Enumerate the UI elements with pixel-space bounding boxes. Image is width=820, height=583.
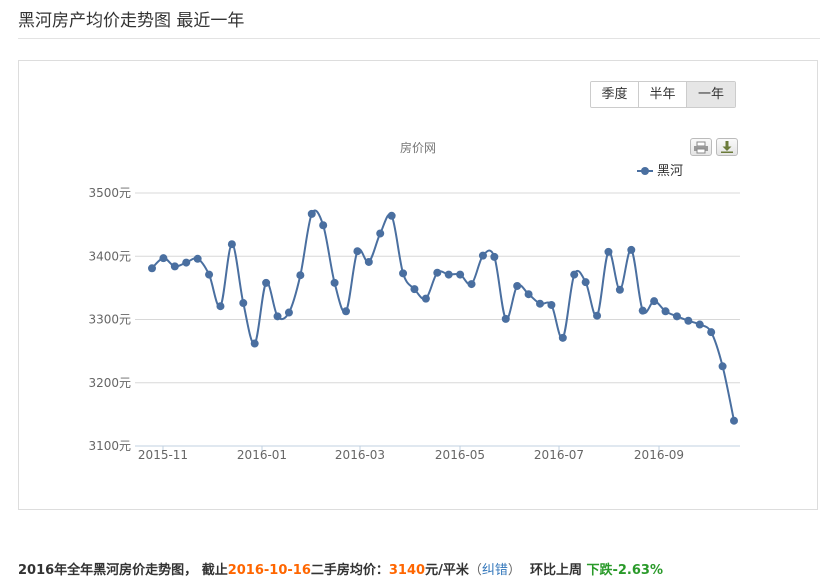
data-point bbox=[421, 294, 430, 303]
data-point bbox=[216, 302, 225, 311]
y-tick-label: 3400元 bbox=[88, 249, 131, 263]
data-point bbox=[501, 314, 510, 323]
x-tick-label: 2016-05 bbox=[435, 448, 485, 462]
data-point bbox=[513, 281, 522, 290]
data-point bbox=[627, 245, 636, 254]
chart-title: 房价网 bbox=[400, 140, 436, 155]
range-tabs: 季度 半年 一年 bbox=[590, 81, 736, 108]
page-title: 黑河房产均价走势图 最近一年 bbox=[18, 11, 245, 31]
data-point bbox=[456, 270, 465, 279]
paren-open: （ bbox=[468, 563, 482, 578]
printer-icon bbox=[694, 141, 708, 154]
data-point bbox=[650, 297, 659, 306]
data-point bbox=[307, 209, 316, 218]
data-point bbox=[250, 339, 259, 348]
data-point bbox=[558, 333, 567, 342]
data-point bbox=[478, 251, 487, 260]
data-point bbox=[581, 278, 590, 287]
data-point bbox=[170, 262, 179, 271]
y-tick-label: 3300元 bbox=[88, 313, 131, 327]
data-point bbox=[227, 240, 236, 249]
data-point bbox=[284, 308, 293, 317]
print-button[interactable] bbox=[690, 138, 712, 156]
data-point bbox=[364, 257, 373, 266]
data-point bbox=[148, 264, 156, 273]
y-tick-label: 3500元 bbox=[88, 186, 131, 200]
tab-half-year[interactable]: 半年 bbox=[639, 82, 687, 107]
data-point bbox=[376, 229, 385, 238]
data-point bbox=[342, 307, 350, 316]
data-point bbox=[205, 270, 214, 279]
data-point bbox=[730, 416, 738, 425]
x-tick-label: 2016-07 bbox=[534, 448, 584, 462]
data-point bbox=[672, 312, 681, 321]
data-point bbox=[547, 300, 556, 309]
x-tick-label: 2016-03 bbox=[335, 448, 385, 462]
title-divider bbox=[18, 38, 820, 39]
data-point bbox=[182, 258, 191, 267]
data-point bbox=[239, 299, 248, 308]
data-point bbox=[536, 299, 544, 308]
correction-link[interactable]: 纠错 bbox=[481, 563, 508, 578]
data-point bbox=[330, 278, 339, 287]
tab-quarter[interactable]: 季度 bbox=[591, 82, 639, 107]
data-point bbox=[604, 247, 613, 256]
data-point bbox=[524, 290, 533, 299]
export-button[interactable] bbox=[716, 138, 738, 156]
data-point bbox=[444, 270, 453, 279]
price-unit: 元/平米 bbox=[425, 563, 469, 578]
data-point bbox=[319, 221, 328, 230]
data-point bbox=[638, 306, 647, 315]
download-icon bbox=[721, 141, 733, 153]
data-point bbox=[467, 280, 476, 289]
legend-marker bbox=[641, 167, 649, 175]
chart-panel bbox=[18, 60, 818, 510]
data-point bbox=[399, 269, 408, 278]
compare-label: 环比上周 bbox=[529, 563, 582, 578]
data-point bbox=[718, 362, 727, 371]
x-tick-label: 2016-09 bbox=[634, 448, 684, 462]
y-tick-label: 3200元 bbox=[88, 376, 131, 390]
change-value: 下跌-2.63% bbox=[586, 563, 663, 578]
data-point bbox=[661, 307, 670, 316]
x-tick-label: 2016-01 bbox=[237, 448, 287, 462]
price-summary: 2016年全年黑河房价走势图， 截止2016-10-16二手房均价：3140元/… bbox=[18, 559, 663, 578]
x-tick-label: 2015-11 bbox=[138, 448, 188, 462]
tab-one-year[interactable]: 一年 bbox=[687, 82, 735, 107]
data-point bbox=[353, 247, 362, 256]
data-point bbox=[615, 285, 624, 294]
data-point bbox=[262, 278, 271, 287]
data-point bbox=[593, 311, 602, 320]
average-price: 3140 bbox=[388, 563, 426, 578]
series-line bbox=[151, 209, 735, 421]
legend-label: 黑河 bbox=[657, 164, 683, 179]
y-tick-label: 3100元 bbox=[88, 439, 131, 453]
data-point bbox=[490, 252, 499, 261]
data-point bbox=[193, 254, 202, 263]
summary-date: 2016-10-16 bbox=[227, 563, 311, 578]
data-point bbox=[273, 312, 282, 321]
summary-middle: 二手房均价： bbox=[310, 563, 389, 578]
data-point bbox=[433, 268, 442, 277]
data-point bbox=[387, 211, 396, 220]
data-point bbox=[695, 320, 704, 329]
data-point bbox=[570, 270, 579, 279]
paren-close: ） bbox=[507, 563, 521, 578]
data-point bbox=[707, 328, 716, 337]
data-point bbox=[410, 285, 419, 294]
data-point bbox=[684, 316, 693, 325]
data-point bbox=[296, 271, 305, 280]
summary-prefix: 2016年全年黑河房价走势图， 截止 bbox=[18, 563, 228, 578]
data-point bbox=[159, 254, 168, 263]
